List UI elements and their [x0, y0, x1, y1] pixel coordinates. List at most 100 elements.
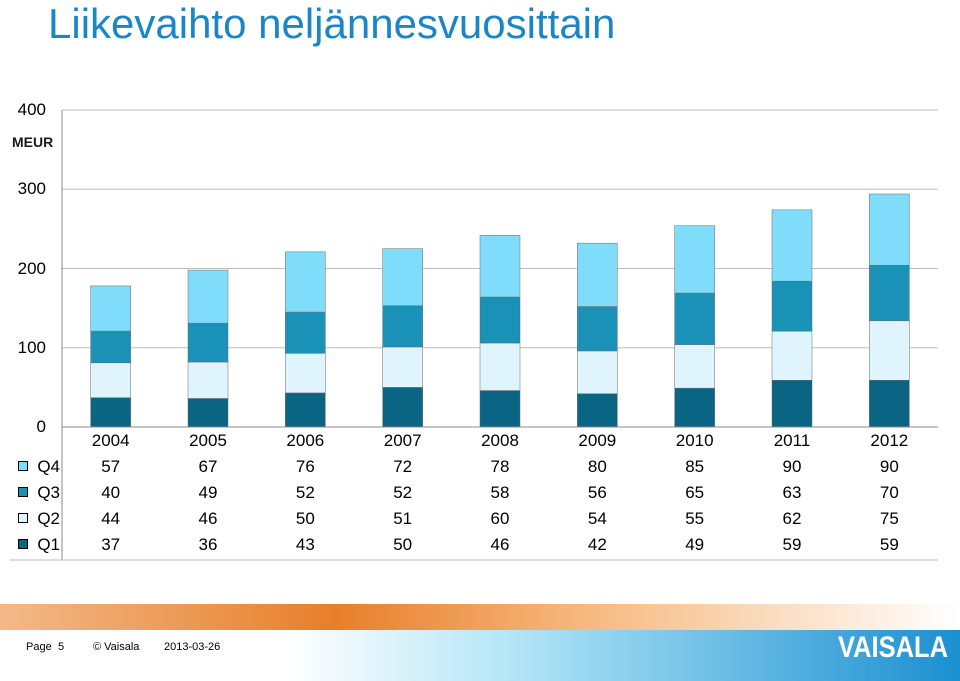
bar-q1 — [90, 397, 131, 428]
x-tick-label: 2010 — [675, 431, 714, 450]
y-tick-label: 0 — [36, 417, 46, 436]
bar-q4 — [771, 209, 813, 282]
data-label: 46 — [490, 535, 510, 554]
data-label: 67 — [198, 457, 218, 476]
data-label: 75 — [879, 509, 899, 528]
bar-q3 — [285, 311, 326, 354]
bar-q4 — [479, 234, 521, 298]
x-tick-label: 2004 — [91, 431, 130, 450]
footer-page-label: Page — [26, 641, 52, 653]
bar-q3 — [771, 280, 813, 332]
data-label: 56 — [587, 483, 607, 502]
bar-q2 — [285, 353, 326, 394]
footer-bar — [0, 630, 960, 681]
x-tick-label: 2005 — [189, 431, 227, 450]
x-tick-label: 2008 — [481, 431, 519, 450]
bar-q1 — [577, 393, 618, 428]
legend-label-q4: Q4 — [37, 457, 60, 476]
footer-date: 2013-03-26 — [164, 641, 221, 653]
data-label: 65 — [685, 483, 705, 502]
bar-q2 — [479, 342, 521, 391]
x-tick-label: 2007 — [383, 431, 422, 450]
data-label: 42 — [587, 535, 607, 554]
data-label: 72 — [393, 457, 413, 476]
data-label: 49 — [685, 535, 705, 554]
footer-band — [0, 604, 960, 630]
bar-q4 — [674, 225, 715, 294]
data-label: 40 — [101, 483, 121, 502]
data-label: 63 — [782, 483, 802, 502]
data-label: 50 — [295, 509, 315, 528]
bar-q3 — [674, 292, 715, 345]
bar-q1 — [382, 387, 423, 428]
footer-copyright: © Vaisala — [93, 641, 140, 653]
bar-q4 — [285, 251, 326, 313]
y-tick-label: 200 — [17, 258, 46, 278]
bar-q2 — [187, 361, 229, 399]
bar-q2 — [869, 320, 910, 381]
data-label: 51 — [393, 509, 413, 528]
data-label: 62 — [782, 509, 802, 528]
x-tick-label: 2012 — [870, 431, 909, 450]
bar-q3 — [577, 306, 618, 352]
data-label: 52 — [393, 483, 413, 502]
bar-q2 — [90, 362, 131, 398]
data-label: 90 — [782, 457, 802, 476]
data-label: 76 — [295, 457, 315, 476]
legend-swatch-q2 — [18, 513, 28, 523]
data-label: 46 — [198, 509, 218, 528]
legend-label-q1: Q1 — [37, 535, 60, 554]
data-label: 59 — [782, 535, 802, 554]
page-title: Liikevaihto neljännesvuosittain — [48, 0, 616, 47]
footer-page-number: 5 — [58, 641, 65, 653]
data-label: 43 — [295, 535, 315, 554]
bar-q1 — [869, 379, 910, 428]
data-label: 49 — [198, 483, 218, 502]
data-label: 59 — [879, 535, 899, 554]
bar-q4 — [90, 285, 131, 332]
data-label: 44 — [101, 509, 121, 528]
bar-q1 — [674, 387, 715, 428]
x-tick-label: 2011 — [773, 431, 811, 450]
bar-q3 — [382, 305, 423, 348]
bar-q2 — [771, 330, 813, 381]
data-label: 60 — [490, 509, 510, 528]
data-label: 55 — [685, 509, 705, 528]
data-label: 90 — [879, 457, 899, 476]
data-label: 52 — [295, 483, 315, 502]
data-label: 78 — [490, 457, 510, 476]
bar-q3 — [90, 330, 131, 364]
x-tick-label: 2009 — [578, 431, 617, 450]
bar-q2 — [674, 344, 715, 389]
data-label: 36 — [198, 535, 218, 554]
data-label: 85 — [685, 457, 705, 476]
bar-q3 — [187, 322, 229, 363]
bar-q3 — [869, 265, 910, 322]
data-label: 57 — [101, 457, 121, 476]
bar-q1 — [771, 379, 813, 428]
bar-q2 — [577, 350, 618, 394]
y-tick-label: 400 — [17, 100, 46, 119]
vaisala-logo: VAISALA — [838, 631, 949, 664]
bar-q4 — [187, 269, 229, 324]
stacked-bar-chart — [10, 109, 938, 561]
bar-q1 — [479, 390, 521, 428]
data-label: 50 — [393, 535, 413, 554]
bar-q4 — [577, 242, 618, 307]
bar-q4 — [869, 193, 910, 266]
y-tick-label: 300 — [17, 179, 46, 199]
data-label: 80 — [587, 457, 607, 476]
data-label: 70 — [879, 483, 899, 502]
bar-q1 — [187, 398, 229, 428]
data-label: 37 — [101, 535, 121, 554]
bar-q1 — [285, 392, 326, 428]
y-tick-label: 100 — [17, 337, 46, 357]
bar-q3 — [479, 296, 521, 344]
data-label: 54 — [587, 509, 607, 528]
bar-q2 — [382, 346, 423, 388]
bar-q4 — [382, 248, 423, 306]
unit-label: MEUR — [12, 134, 54, 150]
legend-swatch-q4 — [18, 461, 28, 471]
legend-swatch-q1 — [18, 539, 28, 549]
legend-label-q3: Q3 — [37, 483, 60, 502]
